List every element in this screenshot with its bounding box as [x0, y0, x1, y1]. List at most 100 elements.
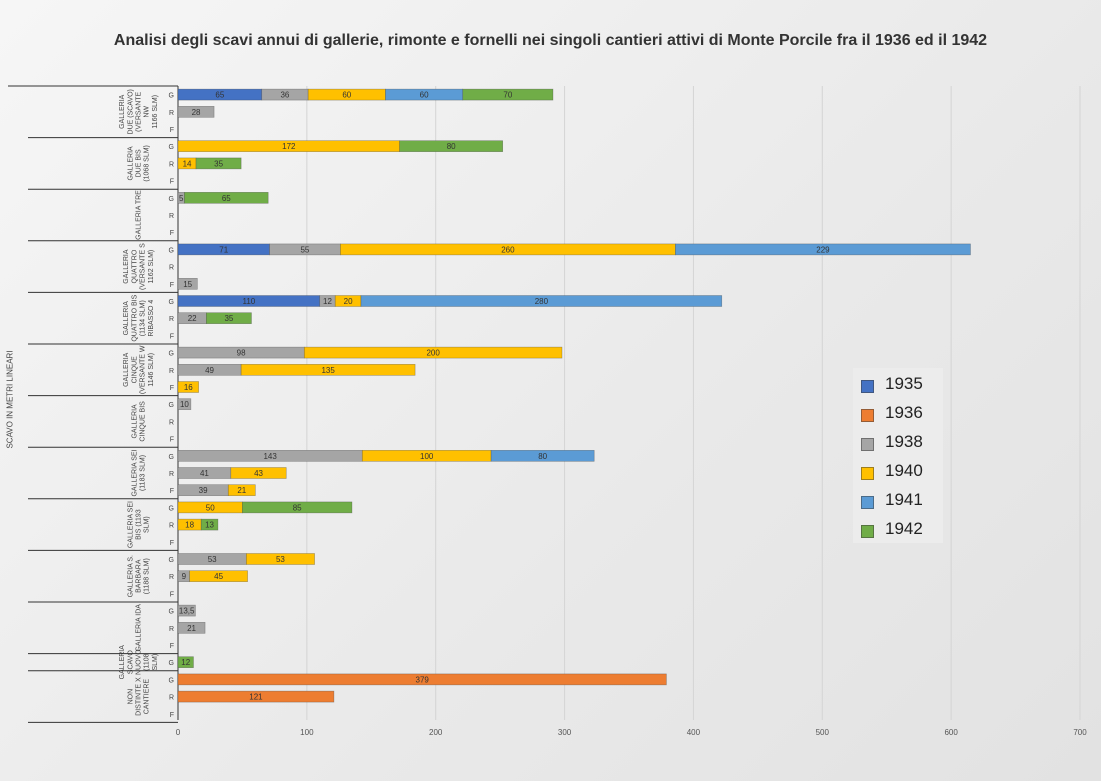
data-label: 20 [344, 297, 353, 306]
bar-segment [177, 398, 192, 411]
group-label-line: QUATTRO BIS [131, 294, 138, 341]
group-label-line: SCAVO [127, 650, 134, 675]
x-tick-label: 500 [816, 728, 830, 737]
bar-segment [189, 570, 248, 583]
data-label: 260 [501, 245, 515, 254]
data-label: 49 [205, 366, 214, 375]
row-category-label: F [170, 179, 174, 186]
group-label-line: GALLERIA TRE [136, 190, 143, 240]
data-label: 172 [282, 142, 296, 151]
bar-segment [303, 346, 563, 359]
group-label: GALLERIAQUATTRO BIS(1134 SLM)RIBASSO 4 [123, 294, 155, 341]
data-label: 28 [192, 108, 201, 117]
data-label: 43 [254, 469, 263, 478]
data-label: 16 [184, 383, 193, 392]
group-label-line: (VERSANTE W [140, 345, 147, 394]
group-label: GALLERIACINQUE BIS [131, 401, 146, 442]
legend-label: 1935 [885, 374, 923, 393]
row-category-label: F [170, 333, 174, 340]
x-tick-label: 0 [176, 728, 181, 737]
data-label: 229 [816, 245, 830, 254]
x-tick-label: 300 [558, 728, 572, 737]
bar-segment [177, 656, 194, 669]
legend-swatch [861, 467, 874, 480]
group-label-line: DISTINTE X [136, 677, 143, 716]
group-label-line: GALLERIA [119, 94, 126, 129]
bar-segment [177, 381, 199, 393]
data-label: 60 [420, 91, 429, 100]
row-category-label: G [169, 93, 174, 100]
row-category-label: F [170, 437, 174, 444]
bar-segment [245, 553, 315, 565]
row-category-label: R [169, 626, 174, 633]
data-label: 13 [205, 521, 214, 530]
data-label: 135 [321, 366, 335, 375]
row-category-label: G [169, 299, 174, 306]
row-category-label: R [169, 574, 174, 581]
row-category-label: R [169, 110, 174, 117]
data-label: 121 [249, 693, 263, 702]
data-label: 50 [206, 503, 215, 512]
group-label-line: SLM) [152, 654, 159, 671]
data-label: 53 [276, 555, 285, 564]
group-label: NONDISTINTE XCANTIERE [127, 677, 150, 716]
data-label: 35 [214, 159, 223, 168]
bar-segment [206, 312, 252, 325]
data-label: 21 [187, 624, 196, 633]
row-category-label: G [169, 609, 174, 616]
bar-segment [399, 140, 504, 152]
bar-segment [490, 449, 595, 462]
group-label-line: GALLERIA [119, 645, 126, 680]
group-label: GALLERIA S.BARBARA(1188 SLM) [127, 555, 150, 597]
group-label-line: RIBASSO 4 [148, 300, 155, 337]
row-category-label: G [169, 660, 174, 667]
row-category-label: F [170, 385, 174, 392]
group-label: GALLERIADUE (SCAVO)(VERSANTENW1166 SLM) [119, 89, 159, 134]
bar-segment [177, 673, 667, 686]
group-label-line: (VERSANTE S [140, 243, 147, 290]
data-label: 65 [215, 91, 224, 100]
data-label: 39 [199, 486, 208, 495]
bar-segment [240, 363, 416, 376]
group-label: GALLERIA SEIBIS (1193SLM) [127, 501, 150, 548]
group-label-line: BARBARA [136, 559, 143, 593]
group-label-line: GALLERIA SEI [127, 501, 134, 548]
legend-label: 1938 [885, 432, 923, 451]
group-label-line: GALLERIA [123, 301, 130, 336]
group-label-line: (1183 SLM) [140, 455, 147, 491]
row-category-label: G [169, 454, 174, 461]
legend-label: 1936 [885, 403, 923, 422]
row-category-label: F [170, 127, 174, 134]
data-label: 13,5 [179, 607, 195, 616]
data-label: 5 [179, 194, 184, 203]
group-label-line: 1146 SLM) [148, 353, 155, 387]
row-category-label: F [170, 230, 174, 237]
data-label: 18 [185, 521, 194, 530]
x-tick-label: 200 [429, 728, 443, 737]
row-category-label: R [169, 695, 174, 702]
bar-segment [184, 192, 269, 204]
legend-swatch [861, 380, 874, 393]
data-label: 55 [300, 245, 309, 254]
group-label-line: GALLERIA S. [127, 555, 134, 597]
bar-segment [177, 106, 215, 118]
bar-segment [242, 501, 353, 514]
bar-segment [177, 277, 198, 290]
row-category-label: R [169, 419, 174, 426]
row-category-label: F [170, 643, 174, 650]
group-label-line: GALLERIA [127, 146, 134, 181]
group-label-line: GALLERIA SEI [131, 449, 138, 496]
row-category-label: G [169, 505, 174, 512]
data-label: 22 [188, 314, 197, 323]
group-label: GALLERIASCAVONUOVO(1108SLM) [119, 645, 159, 680]
data-label: 41 [200, 469, 209, 478]
data-label: 15 [183, 280, 192, 289]
group-label-line: GALLERIA [131, 404, 138, 439]
data-label: 14 [183, 159, 192, 168]
data-label: 80 [538, 452, 547, 461]
group-label-line: GALLERIA [123, 352, 130, 387]
bar-segment [462, 88, 554, 101]
data-label: 80 [447, 142, 456, 151]
data-label: 110 [242, 297, 255, 306]
row-category-label: G [169, 247, 174, 254]
